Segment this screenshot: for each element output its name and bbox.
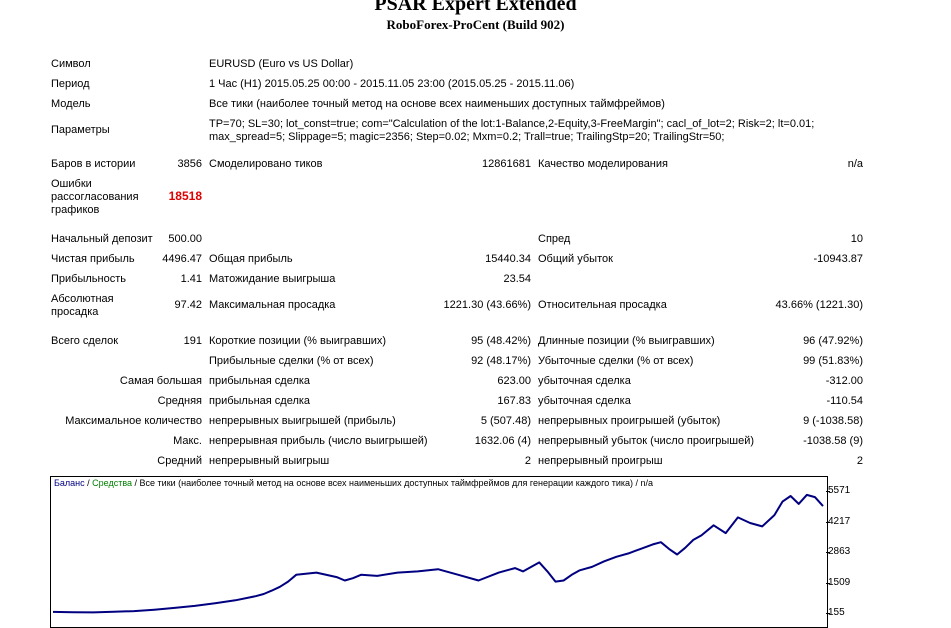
y-tick-label: 155	[828, 607, 845, 618]
profit-trades-label: Прибыльные сделки (% от всех)	[209, 355, 374, 367]
spread-value: 10	[850, 233, 863, 245]
expected-payoff-value: 23.54	[503, 273, 531, 285]
max-count-label: Максимальное количество	[65, 415, 202, 427]
largest-profit-value: 623.00	[497, 375, 531, 387]
y-tick-mark	[826, 613, 830, 614]
balance-series-line	[52, 493, 824, 614]
short-positions-label: Короткие позиции (% выигравших)	[209, 335, 387, 347]
rel-drawdown-value: 43.66% (1221.30)	[775, 299, 863, 311]
legend-balance: Баланс	[54, 478, 85, 488]
symbol-value: EURUSD (Euro vs US Dollar)	[209, 58, 354, 70]
max-consec-profit-value: 1632.06 (4)	[474, 435, 531, 447]
short-positions-value: 95 (48.42%)	[471, 335, 531, 347]
max-drawdown-label: Максимальная просадка	[209, 299, 336, 311]
avg-consec-wins-value: 2	[524, 455, 531, 467]
period-value: 1 Час (H1) 2015.05.25 00:00 - 2015.11.05…	[209, 78, 575, 90]
balance-chart-svg	[52, 493, 824, 614]
y-tick-mark	[826, 582, 830, 584]
deposit-label: Начальный депозит	[51, 233, 153, 245]
period-label: Период	[51, 78, 90, 90]
rel-drawdown-label: Относительная просадка	[538, 299, 667, 311]
max-label: Макс.	[173, 435, 202, 447]
bars-label: Баров в истории	[51, 158, 136, 170]
largest-label: Самая большая	[119, 375, 202, 387]
spread-label: Спред	[538, 233, 571, 245]
gross-loss-label: Общий убыток	[538, 253, 613, 265]
legend-sep: /	[84, 478, 93, 488]
ticks-label: Смоделировано тиков	[209, 158, 323, 170]
y-tick-mark	[826, 552, 830, 553]
errors-label-2: рассогласования	[51, 191, 139, 203]
y-tick-mark	[826, 521, 830, 523]
abs-drawdown-value: 97.42	[174, 299, 202, 311]
avg-label: Средний	[157, 455, 202, 467]
model-value: Все тики (наиболее точный метод на основ…	[209, 98, 665, 110]
avg-consec-losses-value: 2	[856, 455, 863, 467]
y-tick-label: 2863	[828, 546, 851, 557]
y-tick-mark	[826, 491, 830, 492]
max-consec-losses-value: 9 (-1038.58)	[803, 415, 863, 427]
model-label: Модель	[51, 98, 91, 110]
ticks-value: 12861681	[482, 158, 531, 170]
net-profit-label: Чистая прибыль	[51, 253, 135, 265]
errors-label-3: графиков	[51, 204, 100, 216]
gross-profit-value: 15440.34	[485, 253, 531, 265]
gross-loss-value: -10943.87	[813, 253, 863, 265]
params-line-2: max_spread=5; Slippage=5; magic=2356; St…	[209, 131, 725, 143]
params-label: Параметры	[51, 124, 110, 136]
symbol-label: Символ	[51, 58, 91, 70]
abs-drawdown-label-2: просадка	[51, 306, 99, 318]
max-consec-loss-label: непрерывный убыток (число проигрышей)	[538, 435, 755, 447]
chart-caption: Баланс / Средства / Все тики (наиболее т…	[54, 478, 653, 489]
long-positions-label: Длинные позиции (% выигравших)	[538, 335, 715, 347]
params-line-1: TP=70; SL=30; lot_const=true; com="Calcu…	[209, 118, 815, 130]
quality-value: n/a	[847, 158, 863, 170]
profit-factor-value: 1.41	[180, 273, 202, 285]
deposit-value: 500.00	[168, 233, 202, 245]
profit-trades-value: 92 (48.17%)	[471, 355, 531, 367]
report-title: PSAR Expert Extended	[374, 0, 577, 15]
avg-consec-wins-label: непрерывный выигрыш	[209, 455, 330, 467]
y-tick-label: 1509	[828, 576, 851, 588]
average-profit-label: прибыльная сделка	[209, 395, 311, 407]
report-subtitle: RoboForex-ProCent (Build 902)	[386, 17, 565, 32]
total-trades-label: Всего сделок	[51, 335, 119, 347]
y-tick-label: 5571	[828, 485, 851, 496]
profit-factor-label: Прибыльность	[51, 273, 126, 285]
max-drawdown-value: 1221.30 (43.66%)	[443, 299, 531, 311]
y-tick-label: 4217	[828, 515, 851, 527]
max-consec-losses-label: непрерывных проигрышей (убыток)	[538, 415, 721, 427]
bars-value: 3856	[177, 158, 202, 170]
average-label: Средняя	[157, 395, 202, 407]
largest-loss-value: -312.00	[825, 375, 863, 387]
average-profit-value: 167.83	[497, 395, 531, 407]
avg-consec-losses-label: непрерывный проигрыш	[538, 455, 663, 467]
net-profit-value: 4496.47	[162, 253, 202, 265]
quality-label: Качество моделирования	[538, 158, 668, 170]
average-loss-value: -110.54	[826, 395, 864, 407]
legend-equity: Средства	[92, 478, 133, 488]
max-consec-wins-value: 5 (507.48)	[480, 415, 531, 427]
legend-description: / Все тики (наиболее точный метод на осн…	[132, 478, 653, 488]
max-consec-loss-value: -1038.58 (9)	[803, 435, 863, 447]
expected-payoff-label: Матожидание выигрыша	[209, 273, 336, 285]
max-consec-profit-label: непрерывная прибыль (число выигрышей)	[209, 435, 428, 447]
total-trades-value: 191	[183, 335, 202, 347]
errors-label-1: Ошибки	[51, 178, 92, 190]
gross-profit-label: Общая прибыль	[209, 253, 293, 265]
abs-drawdown-label-1: Абсолютная	[51, 293, 114, 305]
max-consec-wins-label: непрерывных выигрышей (прибыль)	[209, 415, 396, 427]
largest-loss-label: убыточная сделка	[538, 375, 631, 387]
errors-value: 18518	[168, 189, 202, 203]
largest-profit-label: прибыльная сделка	[209, 375, 311, 387]
loss-trades-label: Убыточные сделки (% от всех)	[538, 355, 694, 367]
long-positions-value: 96 (47.92%)	[803, 335, 863, 347]
loss-trades-value: 99 (51.83%)	[803, 355, 863, 367]
balance-chart	[50, 476, 828, 628]
average-loss-label: убыточная сделка	[538, 395, 631, 407]
